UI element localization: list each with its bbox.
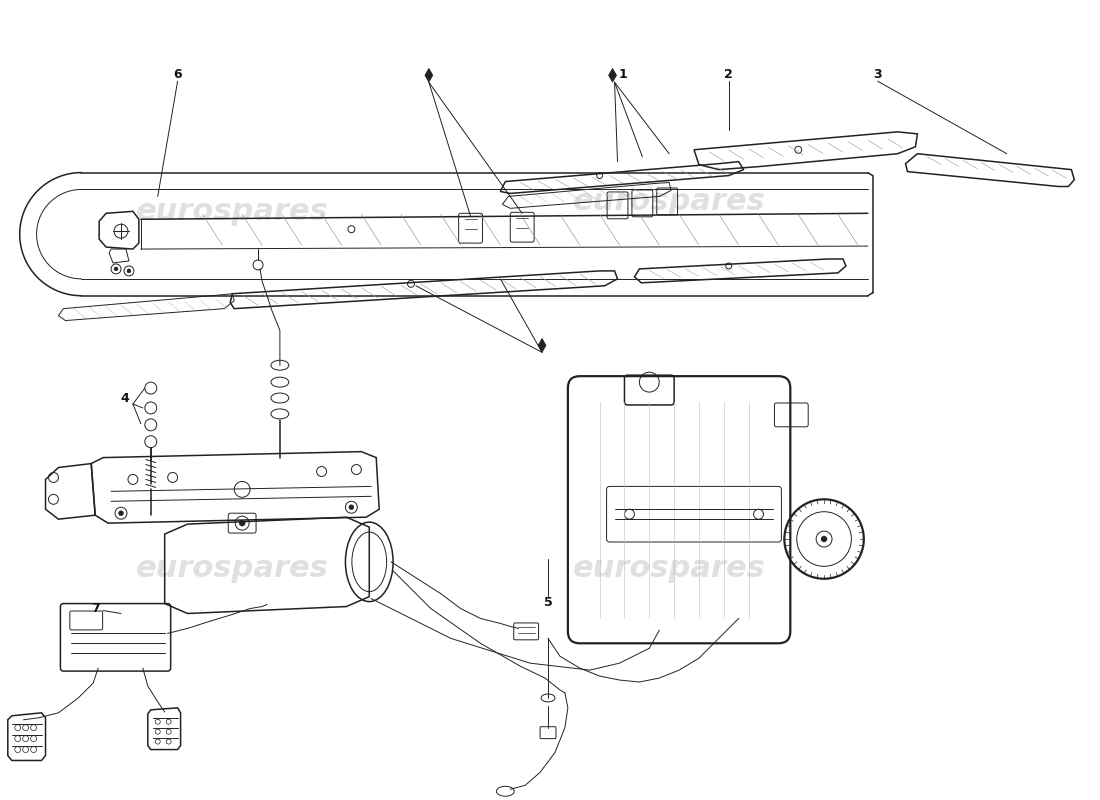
Text: 2: 2	[725, 68, 733, 81]
Polygon shape	[608, 68, 616, 82]
Circle shape	[126, 269, 131, 273]
Circle shape	[821, 536, 827, 542]
Text: 5: 5	[543, 596, 552, 609]
Polygon shape	[425, 68, 432, 82]
Circle shape	[239, 520, 245, 526]
Text: 7: 7	[91, 602, 100, 615]
Circle shape	[349, 505, 354, 510]
Text: 1: 1	[618, 68, 627, 81]
Text: 4: 4	[121, 391, 130, 405]
Text: eurospares: eurospares	[573, 187, 766, 216]
Text: 6: 6	[174, 68, 182, 81]
Polygon shape	[538, 338, 546, 352]
Text: eurospares: eurospares	[573, 554, 766, 583]
Circle shape	[119, 510, 123, 516]
Text: eurospares: eurospares	[135, 197, 329, 226]
Circle shape	[114, 267, 118, 271]
Text: eurospares: eurospares	[135, 554, 329, 583]
Text: 3: 3	[873, 68, 882, 81]
